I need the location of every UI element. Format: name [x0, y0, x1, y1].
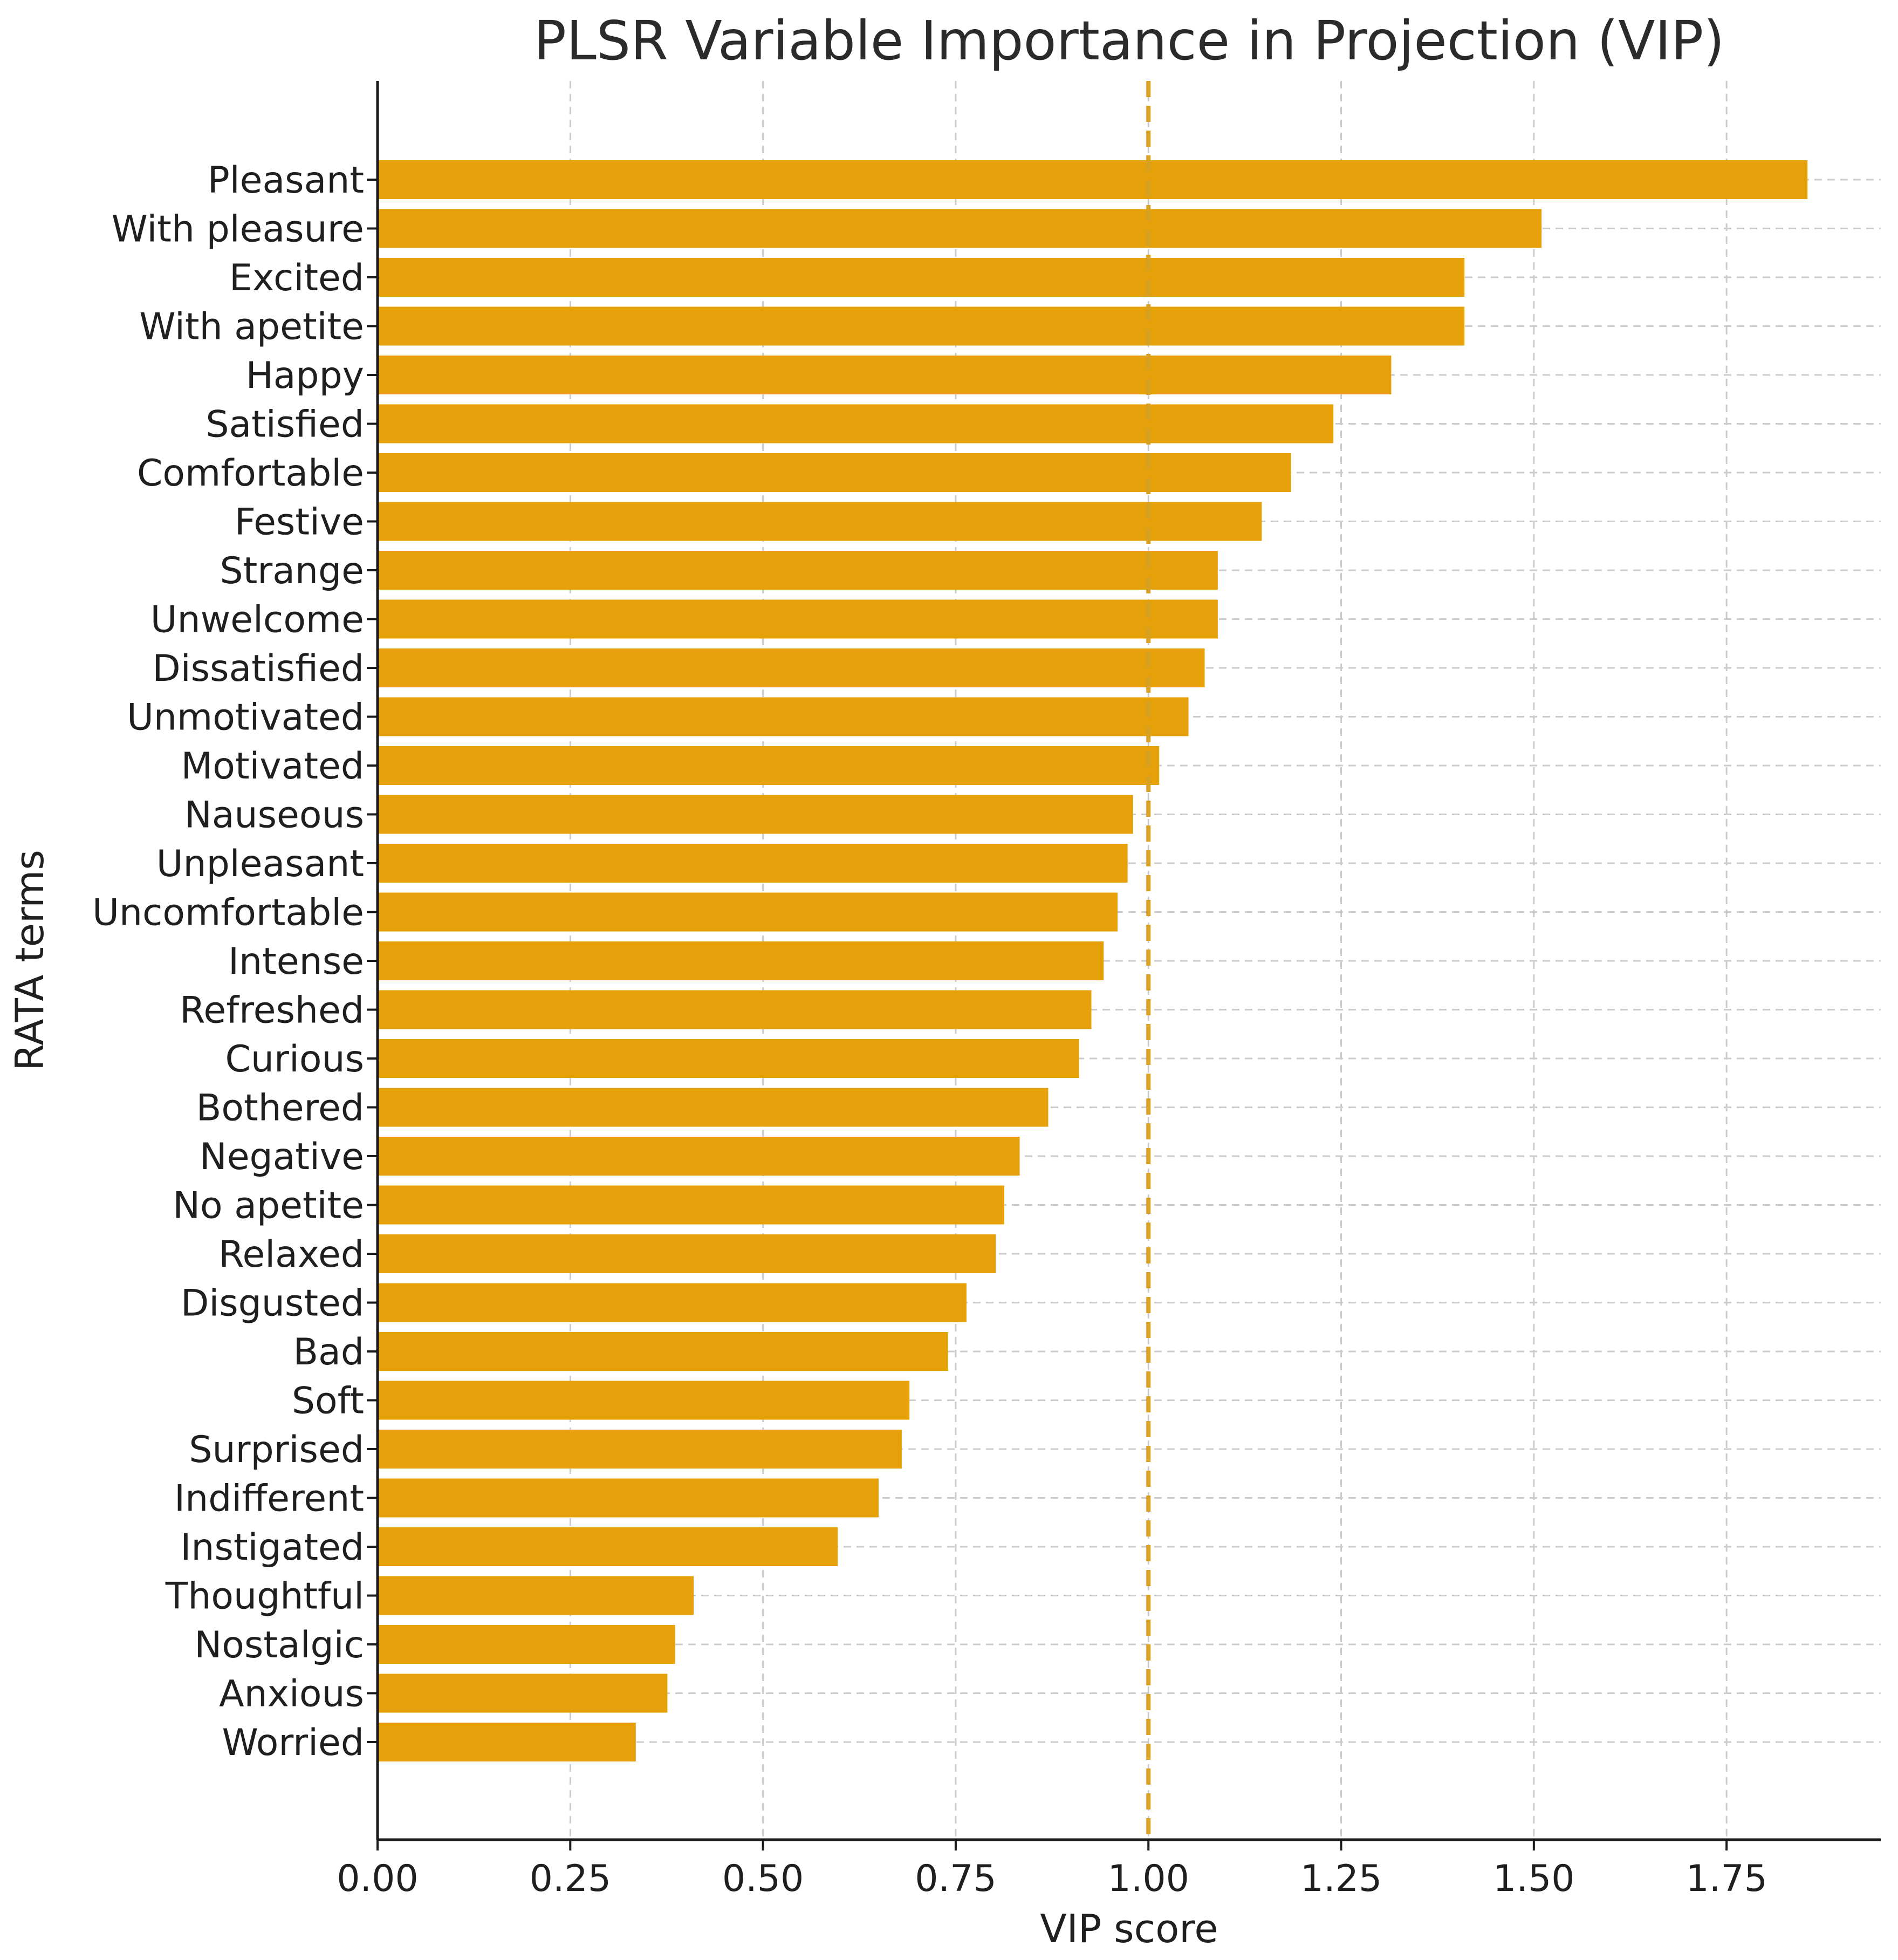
bar-unmotivated: [378, 697, 1189, 736]
bar-instigated: [378, 1527, 838, 1566]
x-tick-label: 0.00: [337, 1857, 418, 1900]
x-tick-label: 0.50: [722, 1857, 804, 1900]
x-tick-label: 0.75: [915, 1857, 996, 1900]
category-label: Satisfied: [205, 404, 364, 446]
category-label: Relaxed: [218, 1233, 364, 1276]
bar-thoughtful: [378, 1576, 694, 1615]
x-tick-layer: 0.00 0.25 0.50 0.75 1.00 1.25 1.50 1.75: [337, 1840, 1767, 1900]
category-label: No apetite: [173, 1185, 364, 1227]
category-label: Happy: [246, 354, 364, 397]
category-label: With pleasure: [112, 208, 364, 251]
category-label: Uncomfortable: [92, 892, 364, 934]
x-tick-label: 0.25: [530, 1857, 611, 1900]
category-label: Negative: [200, 1136, 364, 1178]
x-axis-label: VIP score: [1040, 1906, 1218, 1951]
category-label: Comfortable: [137, 452, 364, 495]
bar-layer: [378, 160, 1808, 1761]
category-label: Curious: [225, 1038, 364, 1081]
bar-indifferent: [378, 1478, 879, 1518]
bar-satisfied: [378, 404, 1334, 443]
category-label: Indifferent: [174, 1478, 364, 1520]
bar-nauseous: [378, 795, 1133, 834]
chart-title: PLSR Variable Importance in Projection (…: [534, 9, 1725, 72]
category-label: With apetite: [139, 306, 364, 349]
bar-relaxed: [378, 1234, 996, 1273]
category-label: Nostalgic: [194, 1624, 364, 1667]
category-label: Unpleasant: [156, 843, 364, 885]
bar-soft: [378, 1381, 910, 1420]
bar-excited: [378, 258, 1465, 297]
category-label: Instigated: [180, 1526, 364, 1569]
bar-bothered: [378, 1088, 1049, 1127]
bar-intense: [378, 941, 1104, 980]
x-tick-label: 1.25: [1300, 1857, 1382, 1900]
bar-pleasant: [378, 160, 1808, 199]
category-label: Unmotivated: [127, 696, 364, 739]
category-label: Pleasant: [208, 159, 364, 202]
category-label: Strange: [220, 550, 364, 592]
bar-comfortable: [378, 453, 1291, 492]
bar-uncomfortable: [378, 892, 1118, 932]
category-label: Bothered: [196, 1087, 364, 1130]
bar-bad: [378, 1332, 948, 1371]
category-label: Anxious: [219, 1673, 364, 1716]
category-label: Soft: [292, 1380, 364, 1423]
x-tick-label: 1.00: [1108, 1857, 1189, 1900]
category-label: Intense: [228, 940, 364, 983]
y-axis-label: RATA terms: [7, 850, 52, 1071]
bar-unpleasant: [378, 844, 1128, 883]
bar-surprised: [378, 1430, 902, 1469]
bar-negative: [378, 1137, 1020, 1176]
bar-curious: [378, 1039, 1079, 1078]
x-tick-label: 1.50: [1493, 1857, 1574, 1900]
bar-motivated: [378, 746, 1160, 785]
category-label: Thoughtful: [165, 1575, 364, 1618]
category-label: Unwelcome: [150, 599, 364, 641]
bar-festive: [378, 502, 1262, 541]
category-label: Excited: [229, 257, 364, 299]
bar-anxious: [378, 1674, 668, 1713]
x-tick-label: 1.75: [1685, 1857, 1767, 1900]
category-label: Nauseous: [184, 794, 364, 837]
category-label: Surprised: [189, 1429, 364, 1471]
bar-unwelcome: [378, 599, 1218, 639]
bar-strange: [378, 551, 1218, 590]
category-label: Dissatisfied: [152, 647, 364, 690]
bar-with-apetite: [378, 306, 1465, 346]
category-label: Refreshed: [180, 989, 364, 1032]
bar-with-pleasure: [378, 209, 1542, 248]
bar-nostalgic: [378, 1625, 675, 1664]
bar-disgusted: [378, 1283, 967, 1322]
category-label: Motivated: [181, 745, 364, 788]
y-tick-layer: Pleasant With pleasure Excited With apetite…: [92, 159, 378, 1764]
category-label: Festive: [235, 501, 364, 544]
bar-dissatisfied: [378, 648, 1205, 687]
category-label: Bad: [293, 1331, 364, 1374]
category-label: Disgusted: [181, 1282, 364, 1325]
category-label: Worried: [222, 1722, 364, 1764]
bar-no-apetite: [378, 1185, 1004, 1225]
bar-refreshed: [378, 990, 1092, 1029]
bar-happy: [378, 356, 1392, 394]
bar-worried: [378, 1723, 636, 1761]
